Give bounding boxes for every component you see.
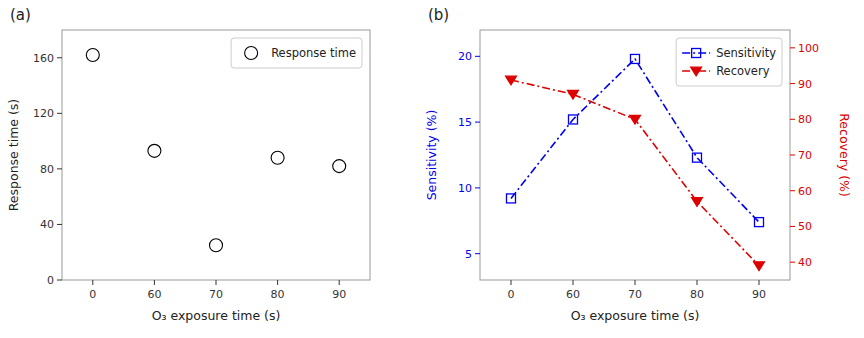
y2-tick [790,190,795,191]
line-marker [568,90,579,99]
y2-tick-label: 40 [798,256,812,269]
y-tick-label: 40 [40,218,54,231]
x-tick [511,280,512,285]
legend: Sensitivity Recovery [676,38,782,86]
x-tick-label: 90 [332,288,346,301]
legend-marker [245,47,258,60]
x-tick-label: 80 [690,288,704,301]
line-marker [754,262,765,271]
panel-label: (a) [10,6,31,24]
panel: 0 40 80 120 160 0 60 70 80 90 O₃ exposure time (s)… [6,6,370,323]
y2-tick-label: 90 [798,78,812,91]
x-tick-label: 70 [209,288,223,301]
legend-marker [691,67,702,76]
y-tick-label: 10 [458,182,472,195]
y-tick [475,122,480,123]
y-tick-label: 80 [40,163,54,176]
y2-tick-label: 70 [798,149,812,162]
x-tick-label: 0 [508,288,515,301]
y-tick-label: 5 [465,248,472,261]
y-tick-label: 15 [458,116,472,129]
x-tick-label: 60 [566,288,580,301]
y-tick [57,280,62,281]
y2-tick [790,119,795,120]
x-tick [635,280,636,285]
y2-tick [790,226,795,227]
y-axis-label: Sensitivity (%) [424,110,439,201]
plot-frame [480,30,790,280]
x-tick-label: 80 [271,288,285,301]
scatter-point [271,151,284,164]
legend-item: Sensitivity [682,46,776,60]
x-axis-label: O₃ exposure time (s) [571,308,700,323]
line-marker [693,153,702,162]
y2-tick [790,83,795,84]
line-marker [506,76,517,85]
legend-label: Recovery [716,64,770,78]
y2-tick-label: 50 [798,220,812,233]
x-tick [573,280,574,285]
y2-tick [790,47,795,48]
line-marker [692,198,703,207]
x-tick [154,280,155,285]
x-tick-label: 60 [147,288,161,301]
y-tick-label: 120 [33,107,54,120]
panel-label: (b) [428,6,449,24]
y2-tick [790,155,795,156]
x-tick [277,280,278,285]
y-tick [475,253,480,254]
y2-tick-label: 80 [798,113,812,126]
x-tick [759,280,760,285]
y2-tick [790,262,795,263]
data-area [86,49,345,252]
scatter-point [148,144,161,157]
y-tick-label: 160 [33,52,54,65]
x-tick-label: 90 [752,288,766,301]
legend: Response time [231,38,362,68]
legend-item: Recovery [682,64,770,78]
x-tick [216,280,217,285]
legend-box [231,38,362,68]
data-area [506,54,765,270]
legend-box [676,38,782,86]
y2-tick-label: 100 [798,42,819,55]
x-tick [92,280,93,285]
y2-tick-label: 60 [798,185,812,198]
line-marker [630,115,641,124]
x-tick [339,280,340,285]
y-tick-label: 0 [47,274,54,287]
y-tick [475,56,480,57]
line-marker [755,218,764,227]
line-marker [631,54,640,63]
plot-frame [62,30,370,280]
legend-label: Sensitivity [716,46,776,60]
scatter-point [210,239,223,252]
y-tick [57,113,62,114]
legend-label: Response time [271,46,356,60]
panel: 5 10 15 20 40 50 60 70 80 90 100 0 60 70 80 90 O₃ exposu… [424,6,852,323]
y2-axis-label: Recovery (%) [837,113,852,197]
scatter-point [86,49,99,62]
legend-line [682,52,710,54]
x-tick [697,280,698,285]
y-tick [57,57,62,58]
y-tick [475,187,480,188]
figure: 0 40 80 120 160 0 60 70 80 90 O₃ exposure time (s)… [0,0,864,338]
y-tick [57,168,62,169]
x-tick-label: 70 [628,288,642,301]
y-axis-label: Response time (s) [6,99,21,212]
series-line [511,80,759,266]
line-marker [569,115,578,124]
x-axis-label: O₃ exposure time (s) [152,308,281,323]
legend-item: Response time [245,46,356,60]
y-tick [57,224,62,225]
legend-marker [692,49,701,58]
line-marker [507,194,516,203]
y-tick-label: 20 [458,50,472,63]
x-tick-label: 0 [89,288,96,301]
scatter-point [333,160,346,173]
